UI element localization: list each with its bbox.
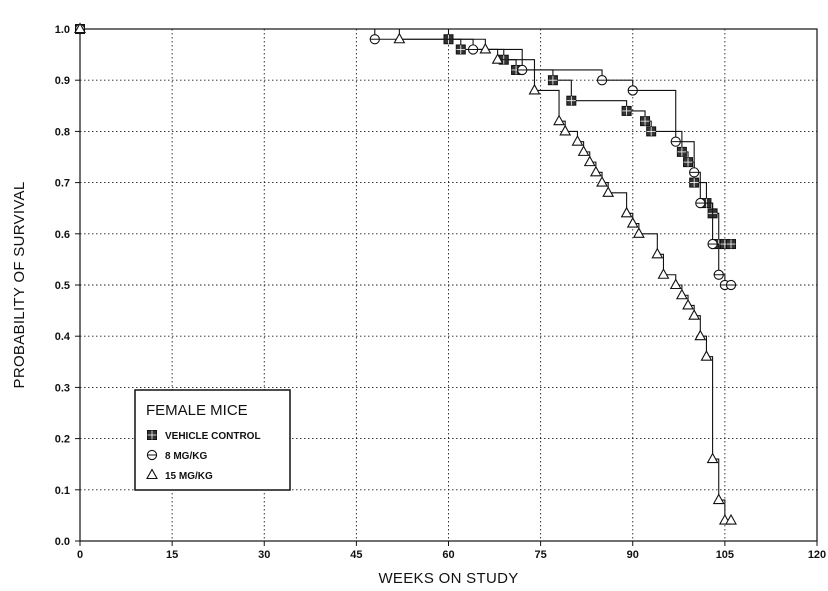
triangle-marker [596, 175, 608, 187]
triangle-marker [393, 32, 406, 44]
circle-marker [517, 64, 528, 76]
circle-marker [146, 449, 158, 461]
circle-marker [627, 85, 638, 96]
triangle-marker [632, 227, 645, 238]
legend-label: 15 MG/KG [165, 471, 213, 482]
triangle-marker [571, 135, 584, 146]
square-marker [621, 105, 632, 116]
triangle-marker [577, 145, 590, 156]
square-marker [640, 116, 651, 127]
x-tick-label: 120 [808, 549, 826, 561]
square-marker [455, 44, 466, 55]
triangle-marker [559, 124, 572, 136]
x-tick-label: 90 [627, 549, 639, 561]
y-tick-label: 0.1 [55, 485, 70, 497]
y-tick-label: 0.9 [55, 75, 70, 87]
x-tick-label: 75 [535, 549, 547, 561]
triangle-marker [682, 298, 694, 310]
square-marker [689, 177, 700, 188]
triangle-marker [528, 83, 541, 95]
x-tick-label: 60 [442, 549, 454, 561]
series-group [74, 22, 737, 525]
triangle-marker [669, 278, 682, 290]
circle-marker [596, 75, 608, 86]
y-tick-label: 0.4 [55, 331, 71, 343]
axis-ticks: 0 15 30 45 60 75 90 105 120 0.0 0.1 0.2 0.3 0.4 0.5 0.6… [55, 24, 826, 561]
legend-label: VEHICLE CONTROL [165, 431, 261, 442]
circle-marker [695, 197, 706, 209]
triangle-marker [694, 329, 707, 341]
y-tick-label: 0.5 [55, 280, 70, 292]
circle-marker [689, 167, 700, 178]
y-tick-label: 0.0 [55, 536, 70, 548]
square-marker [683, 157, 694, 168]
circle-marker [369, 34, 380, 45]
y-tick-label: 0.7 [55, 178, 70, 190]
triangle-marker [491, 53, 504, 64]
triangle-marker [688, 309, 701, 320]
y-axis-title: PROBABILITY OF SURVIVAL [11, 182, 28, 389]
y-tick-label: 0.6 [55, 229, 70, 241]
series-hatched-square [75, 24, 737, 250]
triangle-marker [651, 247, 664, 259]
x-tick-label: 105 [716, 549, 734, 561]
square-marker [566, 95, 577, 106]
triangle-marker [146, 468, 158, 480]
triangle-marker [657, 268, 670, 279]
y-tick-label: 0.3 [55, 382, 70, 394]
circle-marker [707, 238, 718, 250]
legend-title: FEMALE MICE [146, 402, 248, 419]
square-marker [676, 146, 687, 157]
square-marker [726, 239, 737, 250]
triangle-marker [74, 22, 86, 34]
circle-marker [467, 44, 479, 55]
series-circle [74, 23, 737, 291]
triangle-marker [712, 493, 725, 505]
y-tick-label: 1.0 [55, 24, 70, 36]
triangle-marker [725, 513, 737, 525]
triangle-marker [706, 452, 719, 464]
square-marker [147, 430, 157, 440]
series-step-line [80, 28, 732, 245]
y-tick-label: 0.8 [55, 126, 70, 138]
x-tick-label: 0 [77, 549, 83, 561]
y-tick-label: 0.2 [55, 434, 70, 446]
series-step-line [80, 28, 732, 286]
triangle-marker [553, 114, 565, 126]
circle-marker [725, 279, 737, 291]
triangle-marker [700, 350, 713, 361]
triangle-marker [602, 186, 615, 197]
square-marker [646, 126, 657, 137]
triangle-marker [583, 155, 596, 167]
legend-box [134, 389, 291, 491]
x-tick-label: 45 [350, 549, 362, 561]
triangle-marker [589, 165, 602, 177]
series-triangle [74, 22, 737, 525]
x-tick-label: 15 [166, 549, 178, 561]
legend-items: VEHICLE CONTROL 8 MG/KG 15 MG/KG [146, 430, 261, 482]
triangle-marker [675, 288, 688, 300]
square-marker [547, 75, 558, 86]
circle-marker [670, 136, 681, 147]
legend-label: 8 MG/KG [165, 451, 207, 462]
triangle-marker [626, 216, 639, 228]
legend: FEMALE MICE VEHICLE CONTROL 8 MG/KG 15 MG/… [134, 389, 291, 491]
x-axis-title: WEEKS ON STUDY [378, 570, 518, 587]
triangle-marker [620, 206, 633, 218]
x-tick-label: 30 [258, 549, 270, 561]
triangle-marker [479, 42, 492, 54]
circle-marker [713, 269, 724, 280]
